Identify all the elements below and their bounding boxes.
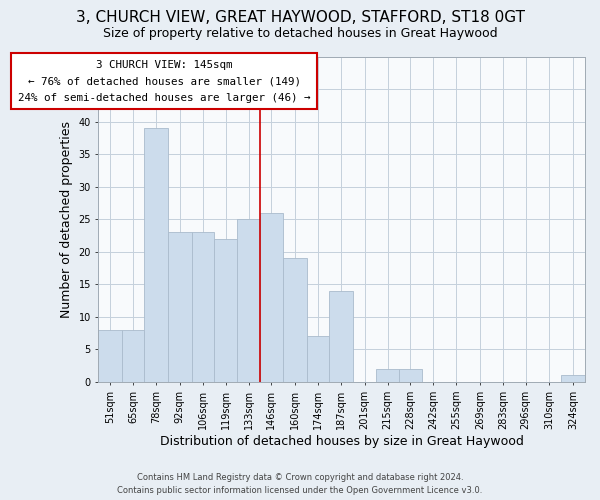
Text: Size of property relative to detached houses in Great Haywood: Size of property relative to detached ho… [103,28,497,40]
Bar [307,336,329,382]
Text: 3 CHURCH VIEW: 145sqm
← 76% of detached houses are smaller (149)
24% of semi-det: 3 CHURCH VIEW: 145sqm ← 76% of detached … [18,60,310,102]
Bar [329,290,353,382]
Bar [144,128,168,382]
Text: Contains HM Land Registry data © Crown copyright and database right 2024.
Contai: Contains HM Land Registry data © Crown c… [118,474,482,495]
Bar [214,238,238,382]
Bar [376,369,398,382]
Bar [260,212,283,382]
Bar [561,376,585,382]
Bar [238,219,260,382]
Bar [283,258,307,382]
Bar [168,232,192,382]
Bar [398,369,422,382]
Bar [122,330,144,382]
Text: 3, CHURCH VIEW, GREAT HAYWOOD, STAFFORD, ST18 0GT: 3, CHURCH VIEW, GREAT HAYWOOD, STAFFORD,… [76,10,524,25]
Bar [98,330,122,382]
Y-axis label: Number of detached properties: Number of detached properties [60,120,73,318]
Bar [192,232,214,382]
X-axis label: Distribution of detached houses by size in Great Haywood: Distribution of detached houses by size … [160,434,524,448]
